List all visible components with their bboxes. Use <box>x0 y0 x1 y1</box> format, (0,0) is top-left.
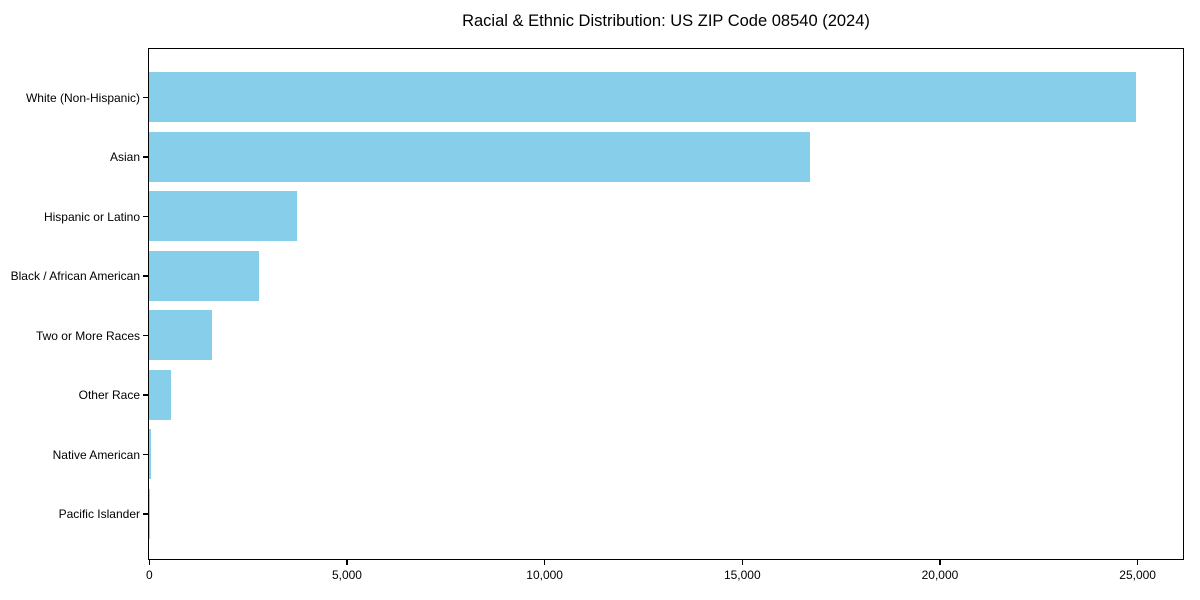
x-tick-mark <box>346 560 348 565</box>
y-tick-mark <box>143 453 148 456</box>
chart-title: Racial & Ethnic Distribution: US ZIP Cod… <box>462 12 870 30</box>
x-tick-label: 20,000 <box>921 568 959 582</box>
bar <box>149 429 151 480</box>
y-tick-label: Native American <box>52 447 140 462</box>
y-tick-mark <box>143 215 148 218</box>
x-tick-label: 5,000 <box>331 568 362 582</box>
y-tick-mark <box>143 96 148 99</box>
y-tick-label: Black / African American <box>10 269 140 283</box>
y-tick-label: Hispanic or Latino <box>43 209 140 224</box>
bar <box>149 310 212 361</box>
y-tick-label: Other Race <box>78 388 140 402</box>
y-tick-mark <box>143 156 148 158</box>
x-tick-label: 10,000 <box>526 568 563 582</box>
x-tick-mark <box>544 560 546 565</box>
y-tick-label: Asian <box>109 150 140 164</box>
x-tick-label: 0 <box>145 568 153 582</box>
bar <box>149 72 1136 123</box>
x-tick-mark <box>741 560 743 565</box>
bar <box>149 131 810 182</box>
y-tick-label: White (Non-Hispanic) <box>25 90 140 105</box>
plot-area <box>148 48 1184 560</box>
bar <box>149 250 259 301</box>
x-tick-mark <box>148 560 150 565</box>
x-tick-label: 15,000 <box>723 568 761 582</box>
y-tick-mark <box>143 394 148 396</box>
x-tick-label: 25,000 <box>1119 568 1156 582</box>
bar <box>149 191 297 242</box>
y-tick-mark <box>143 513 148 515</box>
y-tick-label: Pacific Islander <box>58 507 140 521</box>
y-tick-label: Two or More Races <box>35 328 140 343</box>
bar <box>149 369 171 420</box>
x-tick-mark <box>1137 560 1139 565</box>
x-tick-mark <box>939 560 941 565</box>
y-tick-mark <box>143 334 148 337</box>
y-tick-mark <box>143 275 148 277</box>
